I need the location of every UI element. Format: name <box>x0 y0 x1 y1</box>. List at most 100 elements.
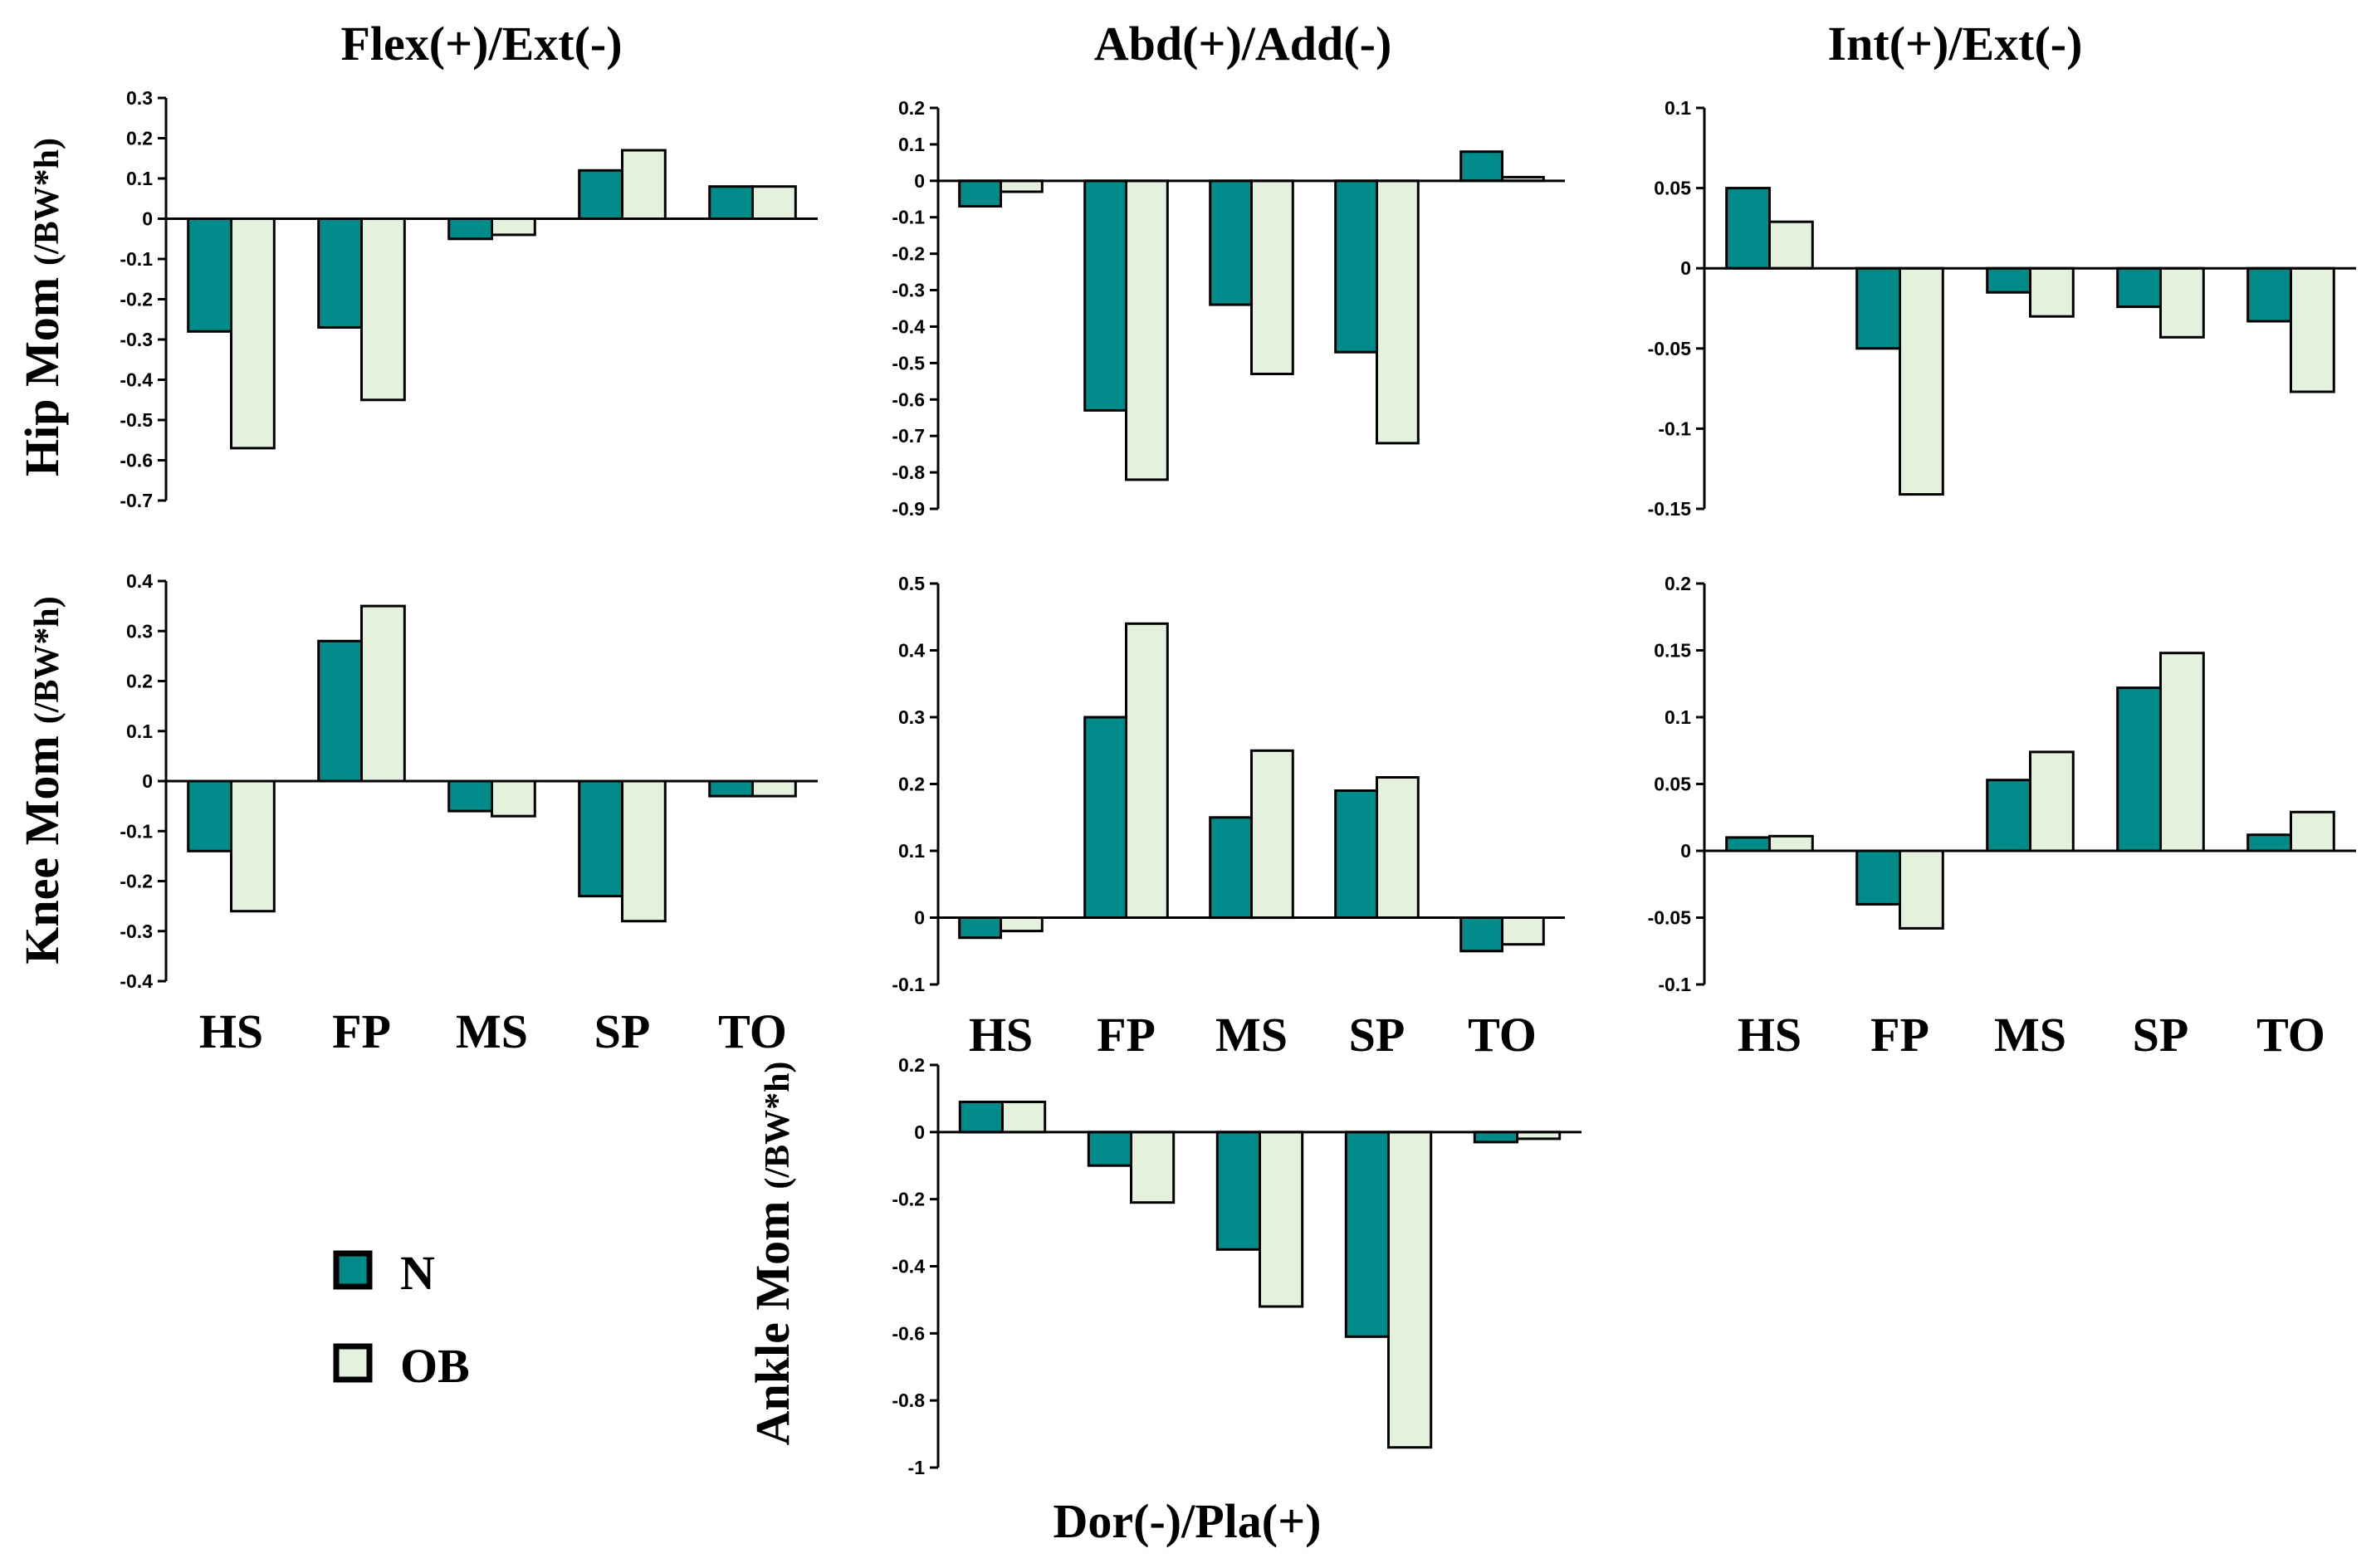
y-tick-label: -0.6 <box>892 1322 925 1344</box>
chart-knee-abd: 0.5 0.4 0.3 0.2 0.1 0 -0.1 HS FP MS SP TO <box>892 573 1565 1062</box>
y-tick-label: 0.1 <box>898 840 925 862</box>
row-label-knee-text: Knee Mom <box>15 735 69 964</box>
y-tick-label: 0 <box>142 770 153 792</box>
bar-n-fp <box>1083 716 1127 919</box>
bar-n-to <box>708 185 755 220</box>
y-tick-label: -0.1 <box>120 820 153 842</box>
bar-n-to <box>2246 266 2292 323</box>
bar-n-ms <box>447 779 494 813</box>
chart-hip-abd: 0.2 0.1 0 -0.1 -0.2 -0.3 -0.4 -0.5 -0.6 -0.7 -0.8 -… <box>892 97 1565 520</box>
y-tick-label: -1 <box>908 1457 926 1478</box>
y-tick-label: 0.1 <box>126 168 153 189</box>
row-label-hip: Hip Mom (/BW*h) <box>15 138 69 476</box>
row-label-hip-unit: (/BW*h) <box>28 138 66 266</box>
bar-n-ms <box>1209 816 1253 920</box>
title-abd: Abd(+)/Add(-) <box>1094 17 1392 71</box>
y-tick-label: -0.6 <box>892 388 925 410</box>
y-tick-label: 0.3 <box>898 706 925 728</box>
y-tick-label: -0.7 <box>892 425 925 447</box>
y-tick-label: -0.1 <box>1658 974 1691 995</box>
bar-ob-to <box>2290 810 2335 852</box>
category-label: MS <box>1215 1008 1288 1062</box>
row-label-ankle: Ankle Mom (/BW*h) <box>746 1062 799 1446</box>
y-tick-label: -0.6 <box>120 450 153 471</box>
bar-ob-hs <box>1768 834 1814 852</box>
title-int: Int(+)/Ext(-) <box>1828 17 2083 71</box>
row-label-hip-text: Hip Mom <box>15 277 69 476</box>
y-tick-label: -0.05 <box>1648 338 1692 359</box>
y-tick-label: -0.8 <box>892 462 925 483</box>
y-tick-label: -0.5 <box>120 409 153 431</box>
bar-n-hs <box>958 1101 1005 1134</box>
y-tick-label: 0.2 <box>1665 573 1691 594</box>
bar-n-fp <box>1855 266 1901 350</box>
y-tick-label: -0.3 <box>892 280 925 301</box>
y-tick-label: 0 <box>1680 840 1691 862</box>
legend-swatch-n <box>333 1250 373 1290</box>
bar-n-hs <box>1725 836 1771 852</box>
y-tick-label: 0.3 <box>126 620 153 642</box>
row-label-knee-unit: (/BW*h) <box>28 596 66 724</box>
y-tick-label: -0.3 <box>120 329 153 350</box>
bar-ob-to <box>2290 266 2335 393</box>
bar-n-ms <box>1986 266 2031 294</box>
bar-ob-ms <box>2029 750 2075 852</box>
svg-text:Ankle Mom (/BW*h): Ankle Mom (/BW*h) <box>746 1062 799 1446</box>
bar-n-ms <box>1215 1131 1262 1251</box>
bar-ob-sp <box>621 779 667 923</box>
legend: N OB <box>333 1246 470 1393</box>
svg-text:Knee Mom (/BW*h): Knee Mom (/BW*h) <box>15 596 69 964</box>
y-tick-label: 0.4 <box>898 640 925 662</box>
bar-n-hs <box>187 779 232 852</box>
bar-n-to <box>1459 150 1503 183</box>
row-label-knee: Knee Mom (/BW*h) <box>15 596 69 964</box>
y-tick-label: 0.2 <box>898 1054 925 1076</box>
category-label: SP <box>1349 1008 1405 1062</box>
y-tick-label: -0.2 <box>120 289 153 310</box>
bar-n-to <box>2246 833 2292 852</box>
row-label-ankle-unit: (/BW*h) <box>759 1062 797 1189</box>
bar-ob-hs <box>1000 179 1044 193</box>
bar-ob-to <box>751 185 797 220</box>
category-label: HS <box>199 1004 263 1058</box>
bar-ob-sp <box>1376 776 1420 919</box>
bar-ob-sp <box>621 149 667 220</box>
y-tick-label: -0.1 <box>892 207 925 228</box>
row-label-ankle-text: Ankle Mom <box>746 1201 799 1446</box>
category-label: MS <box>456 1004 528 1058</box>
y-tick-label: -0.5 <box>892 352 925 374</box>
bar-ob-hs <box>230 217 276 450</box>
y-tick-label: 0 <box>142 208 153 230</box>
y-tick-label: 0.2 <box>898 774 925 795</box>
y-tick-label: -0.15 <box>1648 498 1692 520</box>
y-tick-label: -0.2 <box>120 871 153 892</box>
y-tick-label: 0.15 <box>1654 640 1691 662</box>
bar-ob-hs <box>230 779 276 913</box>
y-tick-label: -0.1 <box>120 248 153 270</box>
bar-ob-fp <box>360 604 406 783</box>
title-flex: Flex(+)/Ext(-) <box>340 17 622 71</box>
bar-n-ms <box>447 217 494 241</box>
bar-n-hs <box>1725 187 1771 270</box>
bar-n-hs <box>958 179 1002 208</box>
y-tick-label: 0.1 <box>1665 97 1691 119</box>
bar-ob-to <box>751 779 797 798</box>
bar-n-fp <box>317 639 364 783</box>
category-label: TO <box>718 1004 787 1058</box>
y-tick-label: 0 <box>914 1121 925 1143</box>
category-label: FP <box>332 1004 391 1058</box>
y-tick-label: 0.05 <box>1654 774 1691 795</box>
bar-n-sp <box>1344 1131 1391 1338</box>
y-tick-label: -0.7 <box>120 490 153 511</box>
category-label: FP <box>1097 1008 1156 1062</box>
category-label: HS <box>969 1008 1033 1062</box>
legend-label-n: N <box>400 1246 435 1300</box>
svg-text:Hip Mom (/BW*h): Hip Mom (/BW*h) <box>15 138 69 476</box>
y-tick-label: -0.4 <box>120 369 153 391</box>
bar-n-ms <box>1209 179 1253 306</box>
y-tick-label: 0 <box>914 170 925 192</box>
bar-n-sp <box>1334 179 1378 354</box>
y-tick-label: -0.4 <box>120 970 153 992</box>
y-tick-label: 0.3 <box>126 87 153 109</box>
